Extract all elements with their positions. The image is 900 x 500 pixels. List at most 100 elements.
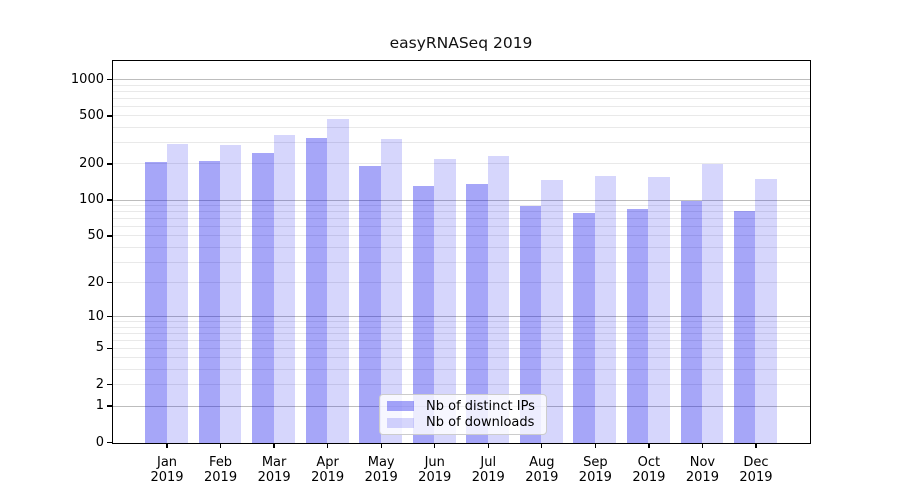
minor-gridline-30 <box>113 261 810 263</box>
major-gridline-1000 <box>113 79 810 81</box>
y-tick-label-200: 200 <box>79 155 104 171</box>
x-tick-label-aug: Aug 2019 <box>510 455 574 485</box>
minor-gridline-70 <box>113 218 810 220</box>
x-tick-label-mar: Mar 2019 <box>242 455 306 485</box>
x-tick-year: 2019 <box>632 470 666 485</box>
bar-downloads-oct <box>648 176 670 443</box>
bar-distinct-ips-mar <box>252 152 274 443</box>
x-tick-month: Oct <box>637 455 661 470</box>
minor-gridline-90 <box>113 205 810 207</box>
bar-distinct-ips-nov <box>680 201 702 443</box>
x-tick-mark-jul <box>487 443 489 448</box>
bar-distinct-ips-may <box>359 165 381 443</box>
bar-distinct-ips-jun <box>412 185 435 443</box>
bar-distinct-ips-jan <box>145 162 167 443</box>
legend-swatch-downloads <box>387 417 414 428</box>
legend-item-downloads: Nb of downloads <box>387 415 538 431</box>
minor-gridline-700 <box>113 97 810 99</box>
bar-distinct-ips-apr <box>305 137 328 443</box>
x-tick-month: May <box>367 455 395 470</box>
bar-downloads-feb <box>220 144 242 443</box>
legend-item-distinct-ips: Nb of distinct IPs <box>387 398 538 414</box>
x-tick-month: Aug <box>529 455 555 470</box>
chart-title: easyRNASeq 2019 <box>389 34 533 52</box>
y-tick-label-1: 1 <box>95 398 104 414</box>
x-tick-label-sep: Sep 2019 <box>563 455 627 485</box>
y-tick-mark-50 <box>107 235 112 237</box>
x-tick-year: 2019 <box>257 470 291 485</box>
x-tick-label-apr: Apr 2019 <box>296 455 360 485</box>
bar-distinct-ips-aug <box>519 206 542 443</box>
minor-gridline-500 <box>113 115 810 117</box>
legend-label-downloads: Nb of downloads <box>426 415 535 431</box>
y-tick-label-10: 10 <box>87 308 104 324</box>
minor-gridline-3 <box>113 369 810 371</box>
y-tick-label-5: 5 <box>95 340 104 356</box>
bar-distinct-ips-oct <box>626 208 649 443</box>
minor-gridline-9 <box>113 321 810 323</box>
x-tick-label-jun: Jun 2019 <box>403 455 467 485</box>
y-tick-label-20: 20 <box>87 274 104 290</box>
bar-downloads-nov <box>701 164 724 443</box>
plot-area <box>112 60 811 444</box>
y-tick-label-50: 50 <box>87 227 104 243</box>
y-tick-mark-5 <box>107 347 112 349</box>
x-tick-year: 2019 <box>418 470 452 485</box>
minor-gridline-600 <box>113 105 810 107</box>
x-tick-month: Sep <box>583 455 608 470</box>
y-tick-mark-1 <box>107 405 112 407</box>
bar-downloads-jan <box>166 144 188 443</box>
minor-gridline-300 <box>113 142 810 144</box>
x-tick-mark-jun <box>434 443 436 448</box>
y-tick-mark-0 <box>107 441 112 444</box>
y-tick-mark-500 <box>107 115 112 117</box>
x-tick-year: 2019 <box>311 470 345 485</box>
x-tick-mark-aug <box>541 443 543 448</box>
minor-gridline-2 <box>113 384 810 386</box>
x-tick-month: Feb <box>209 455 233 470</box>
x-tick-month: Jan <box>157 455 178 470</box>
x-tick-year: 2019 <box>525 470 559 485</box>
x-tick-year: 2019 <box>150 470 184 485</box>
x-tick-year: 2019 <box>364 470 398 485</box>
gridlines-layer <box>113 61 810 443</box>
bars-layer <box>113 61 810 443</box>
minor-gridline-7 <box>113 332 810 334</box>
x-tick-label-jul: Jul 2019 <box>456 455 520 485</box>
x-tick-label-feb: Feb 2019 <box>189 455 253 485</box>
x-tick-mark-mar <box>273 443 275 448</box>
bar-distinct-ips-jul <box>466 184 488 443</box>
x-tick-year: 2019 <box>739 470 773 485</box>
minor-gridline-900 <box>113 84 810 86</box>
minor-gridline-6 <box>113 339 810 341</box>
minor-gridline-5 <box>113 347 810 349</box>
x-tick-month: Nov <box>689 455 716 470</box>
bar-distinct-ips-dec <box>734 210 756 443</box>
y-tick-label-0: 0 <box>95 434 104 450</box>
x-tick-mark-nov <box>701 443 704 448</box>
bar-downloads-sep <box>594 175 617 443</box>
y-tick-label-100: 100 <box>79 192 104 208</box>
y-tick-label-2: 2 <box>95 376 104 392</box>
x-tick-mark-feb <box>219 443 222 448</box>
minor-gridline-50 <box>113 235 810 237</box>
x-tick-month: Jun <box>424 455 445 470</box>
minor-gridline-400 <box>113 127 810 129</box>
y-tick-label-500: 500 <box>79 107 104 123</box>
x-tick-mark-apr <box>327 443 329 448</box>
x-tick-label-may: May 2019 <box>349 455 413 485</box>
x-tick-month: Mar <box>261 455 287 470</box>
minor-gridline-20 <box>113 282 810 284</box>
minor-gridline-800 <box>113 90 810 92</box>
bar-downloads-apr <box>327 118 349 443</box>
major-gridline-100 <box>113 199 810 201</box>
minor-gridline-80 <box>113 211 810 213</box>
x-tick-month: Dec <box>743 455 769 470</box>
x-tick-mark-oct <box>648 443 650 448</box>
y-tick-label-1000: 1000 <box>70 71 104 87</box>
bar-downloads-jul <box>487 155 510 443</box>
major-gridline-10 <box>113 316 810 318</box>
legend: Nb of distinct IPs Nb of downloads <box>379 394 547 435</box>
bar-downloads-mar <box>273 135 295 443</box>
